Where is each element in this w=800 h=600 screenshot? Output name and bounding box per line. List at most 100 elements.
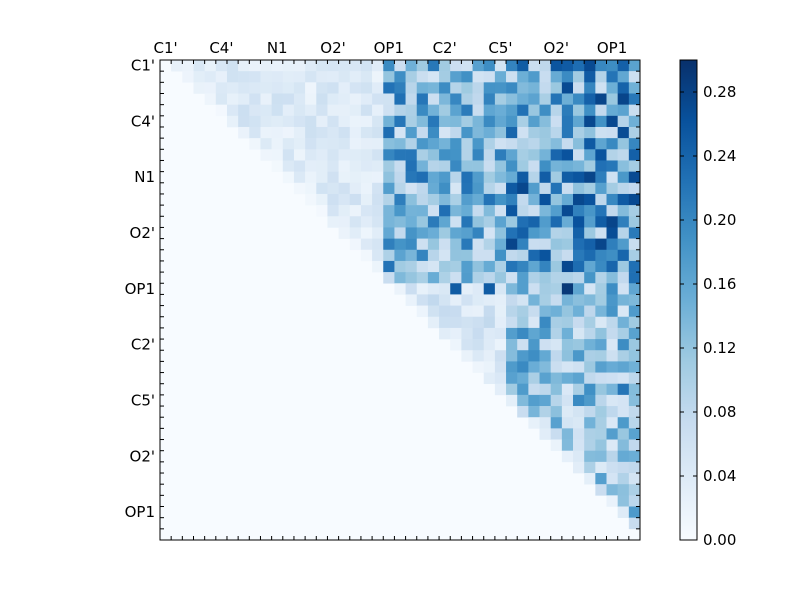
heatmap-cell (472, 227, 485, 239)
heatmap-cell (405, 249, 418, 262)
heatmap-cell (628, 394, 641, 407)
heatmap-cell (595, 171, 607, 184)
heatmap-cell (338, 126, 351, 139)
heatmap-cell (439, 238, 451, 251)
heatmap-cell (617, 461, 630, 474)
heatmap-cell (405, 104, 418, 117)
heatmap-cell (427, 71, 440, 83)
heatmap-cell (483, 305, 496, 318)
heatmap-cell (427, 238, 440, 251)
heatmap-cell (595, 193, 607, 206)
heatmap-cell (372, 260, 384, 273)
heatmap-cell (450, 193, 462, 206)
heatmap-cell (372, 60, 384, 72)
heatmap-cell (450, 182, 462, 195)
heatmap-cell (349, 227, 362, 239)
heatmap-cell (293, 82, 306, 94)
heatmap-cell (584, 71, 596, 83)
heatmap-cell (416, 82, 429, 94)
heatmap-cell (483, 272, 496, 284)
heatmap-cell (517, 82, 529, 94)
heatmap-cell (360, 249, 373, 262)
heatmap-cell (595, 182, 607, 195)
heatmap-cell (606, 160, 618, 172)
heatmap-cell (561, 361, 574, 373)
heatmap-cell (193, 82, 205, 94)
heatmap-cell (450, 339, 462, 351)
heatmap-cell (550, 238, 563, 251)
heatmap-cell (483, 115, 496, 128)
heatmap-cell (472, 327, 485, 340)
heatmap-cell (215, 104, 228, 117)
heatmap-cell (528, 272, 540, 284)
heatmap-cell (349, 138, 362, 150)
heatmap-cell (394, 171, 406, 184)
heatmap-cell (338, 205, 351, 217)
heatmap-cell (461, 316, 473, 329)
heatmap-cell (372, 149, 384, 161)
heatmap-cell (282, 126, 295, 139)
heatmap-cell (561, 160, 574, 172)
heatmap-cell (405, 93, 418, 105)
heatmap-cell (606, 473, 618, 485)
colorbar-tick-label: 0.08 (703, 403, 736, 421)
heatmap-cell (606, 249, 618, 262)
heatmap-cell (450, 126, 462, 139)
heatmap-cell (573, 171, 585, 184)
heatmap-cell (595, 428, 607, 440)
heatmap-cell (573, 182, 585, 195)
heatmap-cell (338, 93, 351, 105)
heatmap-cell (517, 316, 529, 329)
heatmap-cell (360, 138, 373, 150)
heatmap-cell (405, 160, 418, 172)
heatmap-cell (550, 216, 563, 228)
heatmap-cell (360, 104, 373, 117)
heatmap-cell (461, 305, 473, 318)
heatmap-cell (584, 394, 596, 407)
heatmap-cell (517, 149, 529, 161)
heatmap-cell (338, 216, 351, 228)
heatmap-cell (405, 149, 418, 161)
heatmap-cell (349, 160, 362, 172)
heatmap-cell (383, 238, 395, 251)
heatmap-cell (461, 327, 473, 340)
heatmap-cell (305, 149, 317, 161)
heatmap-cell (573, 249, 585, 262)
heatmap-cell (260, 115, 272, 128)
heatmap-cell (606, 327, 618, 340)
heatmap-cell (360, 126, 373, 139)
heatmap-cell (550, 115, 563, 128)
heatmap-cell (282, 115, 295, 128)
heatmap-cell (271, 115, 284, 128)
heatmap-cell (550, 138, 563, 150)
heatmap-cell (595, 316, 607, 329)
heatmap-cell (249, 60, 261, 72)
heatmap-cell (360, 182, 373, 195)
heatmap-cell (383, 138, 395, 150)
heatmap-cell (494, 93, 507, 105)
heatmap-cell (349, 82, 362, 94)
heatmap-cell (494, 227, 507, 239)
heatmap-cell (628, 361, 641, 373)
heatmap-cell (349, 193, 362, 206)
colorbar-tick-label: 0.20 (703, 211, 736, 229)
heatmap-cell (584, 294, 596, 306)
heatmap-cell (394, 227, 406, 239)
heatmap-cell (506, 327, 518, 340)
heatmap-cell (305, 126, 317, 139)
heatmap-cell (584, 227, 596, 239)
heatmap-cell (338, 227, 351, 239)
heatmap-cell (483, 93, 496, 105)
heatmap-cell (483, 339, 496, 351)
heatmap-cell (628, 160, 641, 172)
heatmap-cell (416, 71, 429, 83)
heatmap-cell (472, 104, 485, 117)
heatmap-cell (282, 93, 295, 105)
heatmap-cell (617, 372, 630, 385)
heatmap-cell (617, 305, 630, 318)
heatmap-cell (550, 406, 563, 418)
heatmap-cell (450, 60, 462, 72)
x-tick-label: OP1 (374, 39, 404, 57)
heatmap-cell (606, 428, 618, 440)
heatmap-cell (573, 283, 585, 295)
